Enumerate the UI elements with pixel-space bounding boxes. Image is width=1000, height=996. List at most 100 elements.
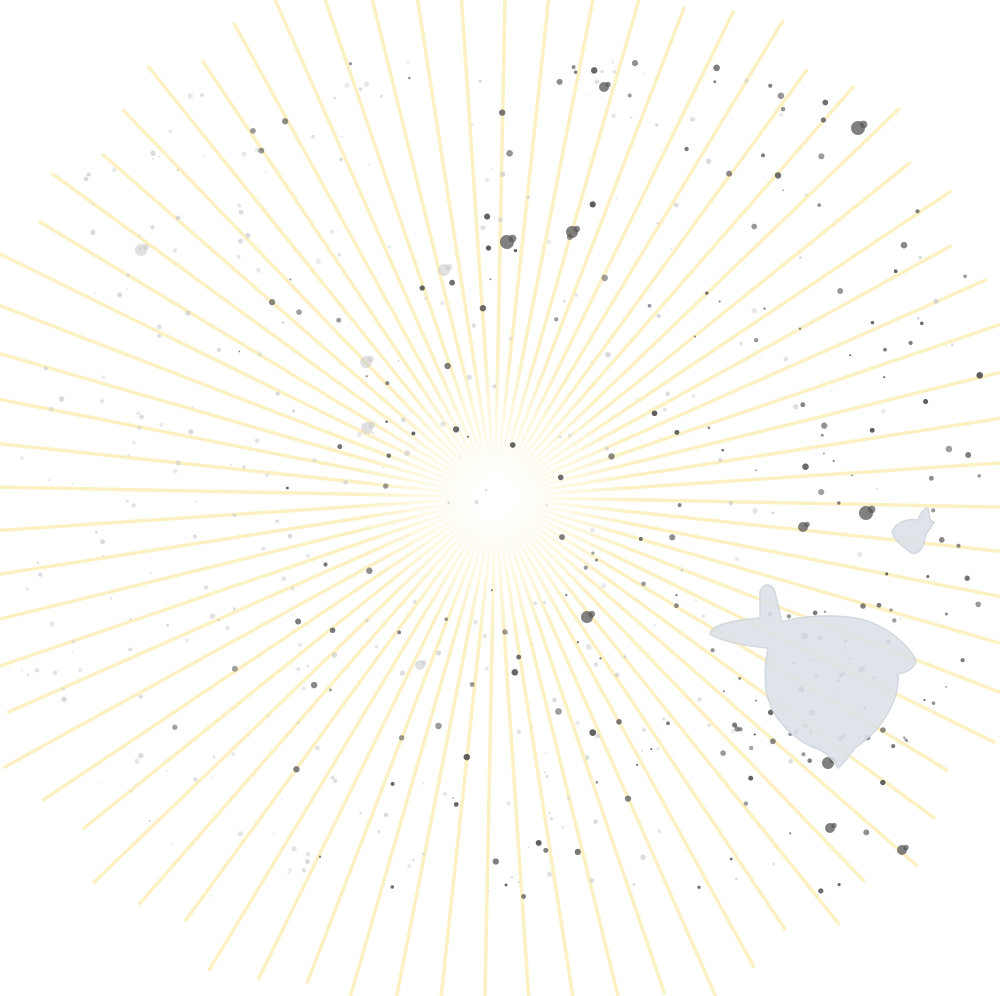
speckle [744,78,750,84]
speckle [807,758,813,764]
speckle [83,176,89,182]
speckle [521,894,527,899]
speckle [257,351,263,357]
speckle [782,189,784,192]
speckle [818,888,824,894]
ink-splat [605,81,611,88]
speckle [301,868,307,873]
speckle [255,268,261,273]
speckle [166,623,170,627]
speckle [832,459,835,462]
ink-splat [367,355,375,363]
speckle [287,871,290,874]
speckle [837,288,844,294]
speckle [755,469,757,472]
center-glow [355,357,635,637]
speckle [509,442,516,448]
speckle [90,229,96,236]
speckle [440,421,446,427]
speckle [965,452,972,458]
speckle [38,572,43,577]
speckle [471,323,476,328]
speckle [409,410,412,413]
speckle [444,617,448,622]
speckle [513,248,518,253]
speckle [916,316,920,320]
speckle [761,153,765,158]
speckle [401,417,406,423]
speckle [608,453,615,460]
speckle [444,362,451,370]
speckle [956,543,961,548]
speckle [753,733,756,736]
speckle [663,407,667,412]
speckle [132,440,136,445]
speckle [348,62,353,66]
speckle [36,561,40,565]
speckle [485,245,492,251]
speckle [763,307,766,310]
speckle [212,755,216,759]
speckle [305,859,310,864]
speckle [601,274,608,282]
speckle [499,109,506,116]
speckle [963,274,967,279]
speckle [261,546,266,552]
speckle [473,619,478,625]
speckle [695,599,697,602]
speckle [232,513,237,518]
speckle [422,852,425,856]
speckle [818,489,825,496]
speckle [573,70,578,74]
speckle [172,724,178,730]
speckle [837,883,841,887]
speckle [933,298,939,304]
speckle [713,80,717,84]
speckle [583,565,588,570]
speckle [411,431,416,436]
speckle [492,384,497,389]
speckle [202,154,205,157]
speckle [20,456,24,461]
speckle [571,65,576,70]
ink-splat [508,234,517,243]
speckle [127,453,130,457]
speckle [305,554,310,558]
speckle [850,474,854,477]
fish-silhouettes [709,507,936,770]
speckle [726,170,733,177]
speckle [880,409,886,414]
speckle [110,597,113,600]
speckle [656,313,661,319]
speckle [379,94,383,98]
speckle [900,241,908,249]
speckle [187,93,193,99]
speckle [977,474,981,478]
speckle [101,555,104,558]
speckle [945,445,953,453]
speckle [131,503,136,508]
speckle [718,457,723,463]
speckle [272,832,275,835]
speckle [631,60,639,67]
speckle [557,474,564,481]
speckle [484,213,491,220]
speckle [254,438,260,444]
speckle [585,93,588,96]
speckle [459,456,462,459]
speckle [238,209,244,215]
speckle [211,776,214,779]
speckle [134,758,140,764]
speckle [647,303,652,308]
speckle [944,612,948,616]
speckle [337,252,342,257]
speckle [237,238,244,244]
speckle [422,782,425,785]
speckle [876,602,882,608]
speckle [558,435,562,439]
speckle [100,539,106,544]
speckle [94,531,98,534]
ink-splat [588,610,596,618]
speckle [612,70,616,74]
speckle [412,599,417,604]
